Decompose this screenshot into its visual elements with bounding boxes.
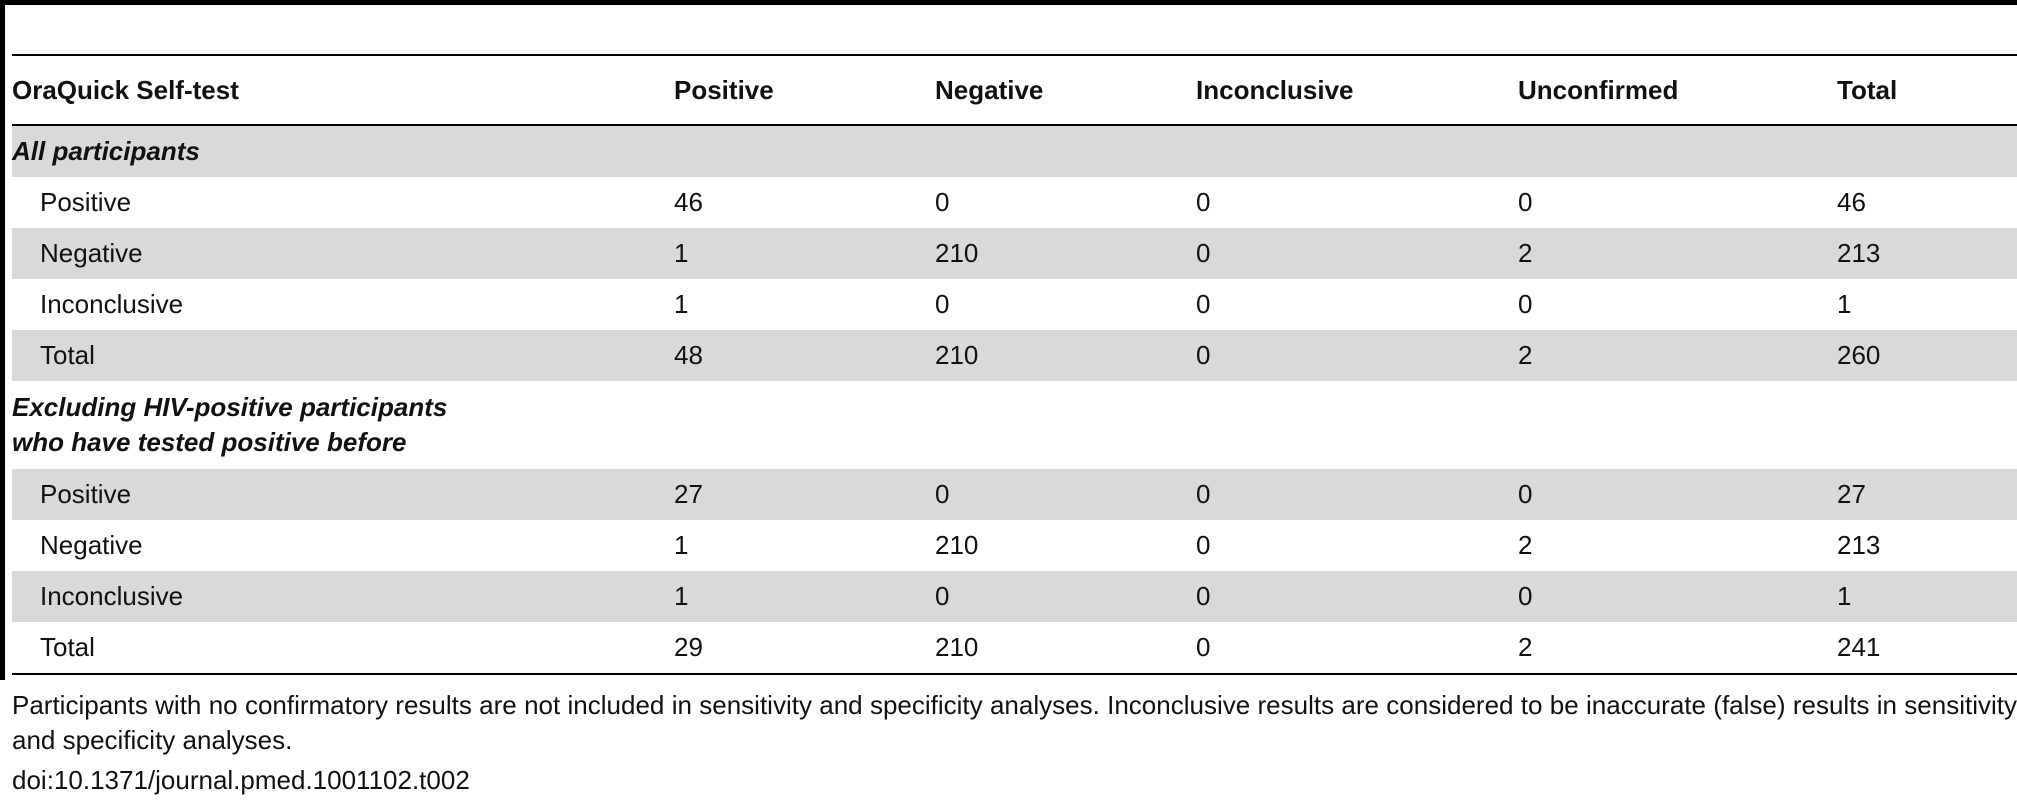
doi-link[interactable]: doi:10.1371/journal.pmed.1001102.t002 xyxy=(12,765,470,795)
row-label: Negative xyxy=(12,228,674,279)
row-label: Inconclusive xyxy=(40,289,184,319)
cell-total: 46 xyxy=(1837,187,1866,217)
cell-positive: 1 xyxy=(674,228,935,279)
cell-inconclusive: 0 xyxy=(1196,622,1518,675)
cell-unconfirmed: 2 xyxy=(1518,330,1837,381)
column-header-total: Total xyxy=(1837,74,1898,105)
row-label: Total xyxy=(12,622,674,675)
results-table-wrapper: OraQuick Self-test Positive Negative Inc… xyxy=(12,54,2017,675)
cell-inconclusive: 0 xyxy=(1196,289,1211,319)
table-row: Total 29 210 0 2 241 xyxy=(12,622,2017,675)
cell-total: 1 xyxy=(1837,289,1852,319)
cell-inconclusive: 0 xyxy=(1196,530,1211,560)
cell-total: 241 xyxy=(1837,622,2017,675)
section-row-all-participants: All participants xyxy=(12,125,2017,177)
cell-positive: 46 xyxy=(674,187,703,217)
cell-total: 213 xyxy=(1837,530,1881,560)
top-rule xyxy=(0,0,2017,5)
cell-unconfirmed: 0 xyxy=(1518,469,1837,520)
row-label: Positive xyxy=(40,187,132,217)
cell-inconclusive: 0 xyxy=(1196,187,1211,217)
cell-inconclusive: 0 xyxy=(1196,330,1518,381)
column-header-positive: Positive xyxy=(674,74,774,105)
cell-negative: 0 xyxy=(935,187,950,217)
cell-negative: 0 xyxy=(935,289,950,319)
table-row: Inconclusive 1 0 0 0 1 xyxy=(12,571,2017,622)
cell-positive: 1 xyxy=(674,571,935,622)
row-label: Inconclusive xyxy=(12,571,674,622)
cell-positive: 1 xyxy=(674,289,689,319)
column-header-unconfirmed: Unconfirmed xyxy=(1518,74,1679,105)
cell-inconclusive: 0 xyxy=(1196,228,1518,279)
section-title: Excluding HIV-positive participants who … xyxy=(12,381,2017,469)
table-row: Positive 46 0 0 0 46 xyxy=(12,177,2017,228)
cell-total: 1 xyxy=(1837,571,2017,622)
column-header-negative: Negative xyxy=(935,74,1044,105)
left-rule xyxy=(0,0,5,680)
cell-negative: 210 xyxy=(935,622,1196,675)
cell-unconfirmed: 0 xyxy=(1518,289,1533,319)
cell-positive: 48 xyxy=(674,330,935,381)
cell-inconclusive: 0 xyxy=(1196,571,1518,622)
table-row: Inconclusive 1 0 0 0 1 xyxy=(12,279,2017,330)
cell-inconclusive: 0 xyxy=(1196,469,1518,520)
cell-negative: 210 xyxy=(935,330,1196,381)
cell-negative: 0 xyxy=(935,571,1196,622)
section-title: All participants xyxy=(12,125,2017,177)
table-row: Negative 1 210 0 2 213 xyxy=(12,520,2017,571)
table-row: Total 48 210 0 2 260 xyxy=(12,330,2017,381)
cell-unconfirmed: 2 xyxy=(1518,530,1533,560)
column-header-inconclusive: Inconclusive xyxy=(1196,74,1354,105)
cell-total: 260 xyxy=(1837,330,2017,381)
row-label: Positive xyxy=(12,469,674,520)
cell-positive: 27 xyxy=(674,469,935,520)
row-label: Negative xyxy=(40,530,143,560)
cell-total: 27 xyxy=(1837,469,2017,520)
cell-positive: 29 xyxy=(674,622,935,675)
cell-negative: 210 xyxy=(935,228,1196,279)
header-row: OraQuick Self-test Positive Negative Inc… xyxy=(12,55,2017,125)
table-footnote: Participants with no confirmatory result… xyxy=(12,690,2017,755)
section-title-line-1: Excluding HIV-positive participants xyxy=(12,392,448,422)
cell-negative: 0 xyxy=(935,469,1196,520)
section-title-line-2: who have tested positive before xyxy=(12,427,407,457)
cell-unconfirmed: 2 xyxy=(1518,622,1837,675)
column-header-test: OraQuick Self-test xyxy=(12,74,239,105)
results-table: OraQuick Self-test Positive Negative Inc… xyxy=(12,54,2017,675)
table-row: Positive 27 0 0 0 27 xyxy=(12,469,2017,520)
cell-negative: 210 xyxy=(935,530,979,560)
cell-positive: 1 xyxy=(674,530,689,560)
table-row: Negative 1 210 0 2 213 xyxy=(12,228,2017,279)
cell-unconfirmed: 2 xyxy=(1518,228,1837,279)
row-label: Total xyxy=(12,330,674,381)
cell-unconfirmed: 0 xyxy=(1518,571,1837,622)
cell-unconfirmed: 0 xyxy=(1518,187,1533,217)
section-row-excluding-hiv-positive: Excluding HIV-positive participants who … xyxy=(12,381,2017,469)
cell-total: 213 xyxy=(1837,228,2017,279)
